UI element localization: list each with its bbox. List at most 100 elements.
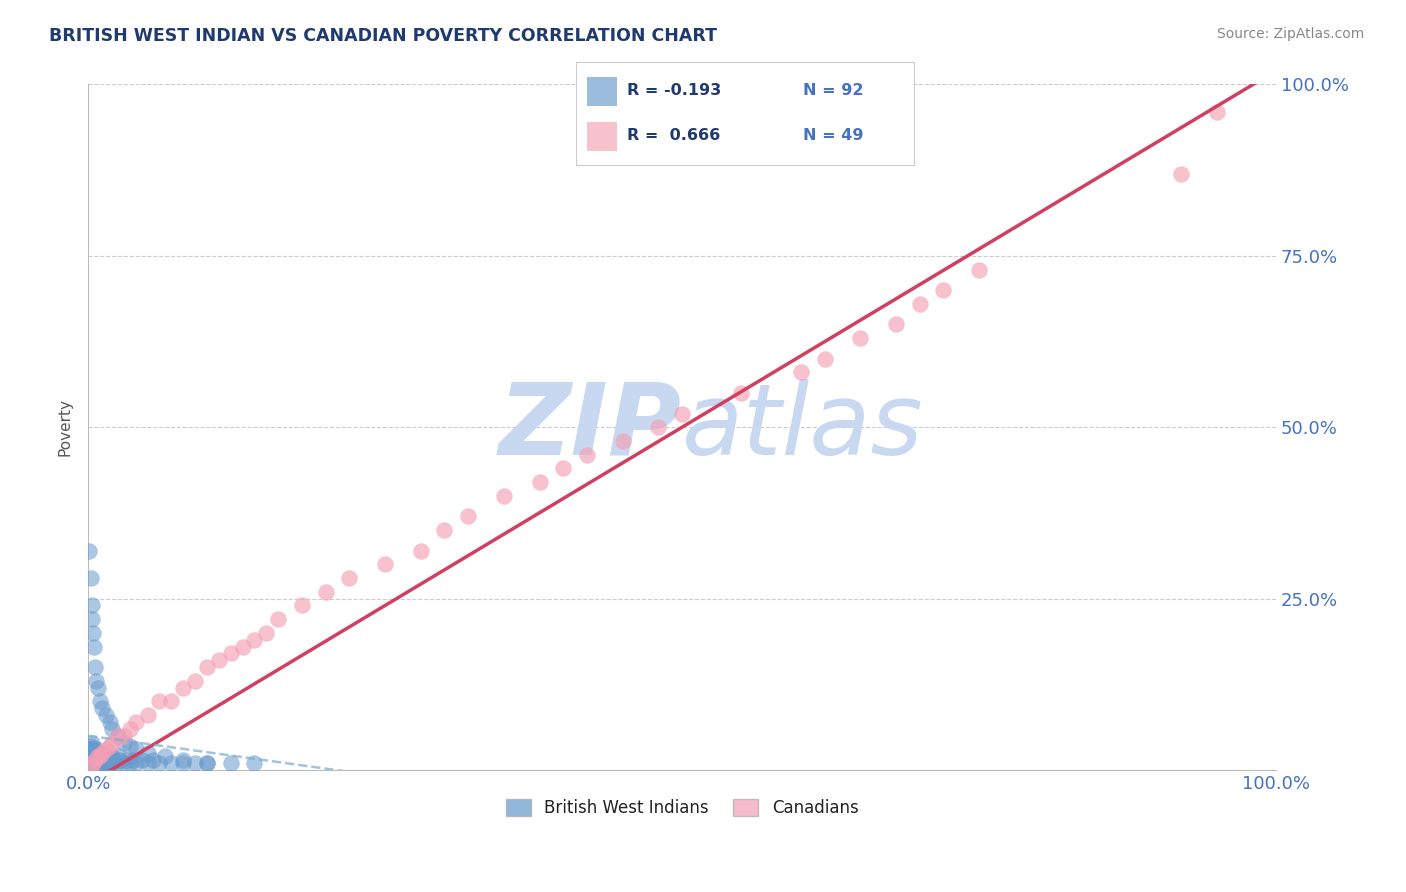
Point — [96, 756, 118, 771]
Point — [219, 647, 242, 661]
Point — [89, 753, 111, 767]
Point — [155, 749, 177, 764]
Point — [884, 318, 907, 332]
Point — [118, 756, 141, 771]
Point — [79, 756, 101, 771]
Point — [89, 749, 111, 764]
Point — [91, 749, 114, 764]
Point — [112, 735, 135, 749]
Text: R =  0.666: R = 0.666 — [627, 128, 720, 143]
Point — [98, 749, 121, 764]
Point — [80, 746, 103, 760]
Point — [83, 749, 105, 764]
Point — [105, 756, 128, 771]
Point — [576, 448, 599, 462]
Point — [112, 729, 135, 743]
Point — [89, 694, 111, 708]
Point — [124, 742, 146, 756]
Point — [932, 283, 955, 297]
Point — [124, 714, 146, 729]
Bar — [586, 77, 617, 105]
Point — [232, 640, 254, 654]
Point — [82, 746, 104, 760]
Point — [86, 753, 108, 767]
Point — [87, 753, 110, 767]
Point — [433, 523, 456, 537]
Point — [142, 753, 165, 767]
Point — [112, 756, 135, 771]
Point — [136, 756, 159, 771]
Point — [84, 756, 107, 771]
Point — [457, 509, 479, 524]
Point — [107, 729, 129, 743]
Point — [86, 749, 108, 764]
Point — [79, 739, 101, 753]
Point — [86, 742, 108, 756]
Point — [91, 756, 114, 771]
Point — [86, 746, 108, 760]
Point — [612, 434, 634, 448]
Point — [374, 558, 396, 572]
Point — [94, 708, 117, 723]
Point — [148, 756, 170, 771]
Point — [79, 746, 101, 760]
Point — [1170, 167, 1192, 181]
Point — [813, 351, 835, 366]
Point — [730, 386, 752, 401]
Point — [84, 749, 107, 764]
Point — [79, 742, 101, 756]
Point — [647, 420, 669, 434]
Point — [80, 753, 103, 767]
Point — [136, 708, 159, 723]
Point — [79, 749, 101, 764]
Point — [291, 599, 314, 613]
Point — [97, 753, 120, 767]
Point — [94, 756, 117, 771]
Point — [115, 753, 138, 767]
Point — [172, 756, 194, 771]
Point — [82, 749, 104, 764]
Point — [79, 749, 101, 764]
Point — [195, 756, 218, 771]
Text: ZIP: ZIP — [499, 379, 682, 475]
Point — [94, 756, 117, 771]
Point — [80, 599, 103, 613]
Point — [84, 746, 107, 760]
Point — [84, 753, 107, 767]
Point — [118, 722, 141, 736]
Point — [83, 756, 105, 771]
Point — [208, 653, 231, 667]
Point — [160, 756, 183, 771]
Text: R = -0.193: R = -0.193 — [627, 83, 721, 97]
Point — [195, 756, 218, 771]
Point — [94, 753, 117, 767]
Point — [254, 626, 277, 640]
Point — [80, 612, 103, 626]
Point — [790, 365, 813, 379]
Point — [90, 756, 112, 771]
Point — [101, 722, 124, 736]
Point — [82, 756, 104, 771]
Point — [148, 694, 170, 708]
Text: Source: ZipAtlas.com: Source: ZipAtlas.com — [1216, 27, 1364, 41]
Point — [80, 756, 103, 771]
Point — [101, 756, 124, 771]
Point — [409, 543, 432, 558]
Point — [136, 746, 159, 760]
Point — [79, 756, 101, 771]
Point — [219, 756, 242, 771]
Point — [79, 753, 101, 767]
Point — [83, 640, 105, 654]
Point — [315, 584, 337, 599]
Point — [124, 756, 146, 771]
Point — [849, 331, 872, 345]
Point — [79, 571, 101, 585]
Point — [908, 297, 931, 311]
Point — [967, 262, 990, 277]
Point — [101, 749, 124, 764]
Point — [243, 756, 266, 771]
Text: N = 49: N = 49 — [803, 128, 863, 143]
Point — [83, 742, 105, 756]
Point — [107, 749, 129, 764]
Point — [243, 632, 266, 647]
